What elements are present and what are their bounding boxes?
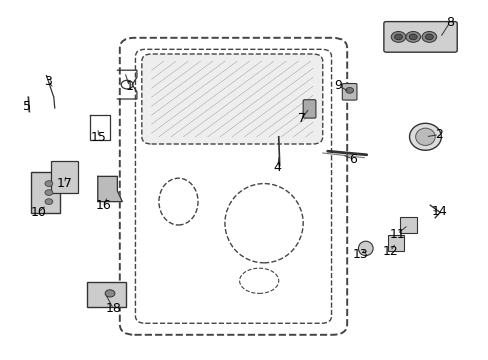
Ellipse shape [409,123,440,150]
Text: 3: 3 [44,75,52,87]
Text: 15: 15 [91,131,106,144]
Circle shape [105,290,115,297]
Text: 1: 1 [125,80,133,93]
Text: 14: 14 [430,205,446,218]
Text: 8: 8 [445,16,453,29]
Ellipse shape [415,128,434,145]
Circle shape [425,34,432,40]
Circle shape [345,87,353,93]
Text: 17: 17 [57,177,72,190]
Text: 16: 16 [96,199,111,212]
Circle shape [405,32,420,42]
Text: 4: 4 [273,161,281,174]
Text: 9: 9 [334,79,342,92]
Text: 6: 6 [348,153,356,166]
Circle shape [390,32,405,42]
Text: 13: 13 [352,248,368,261]
FancyBboxPatch shape [342,84,356,100]
FancyBboxPatch shape [86,282,126,307]
FancyBboxPatch shape [387,235,404,251]
Text: 5: 5 [23,100,31,113]
Circle shape [408,34,416,40]
Text: 12: 12 [382,245,397,258]
Ellipse shape [358,241,372,256]
Polygon shape [98,176,122,202]
Circle shape [45,199,53,204]
FancyBboxPatch shape [31,172,60,213]
Text: 18: 18 [105,302,121,315]
Circle shape [45,181,53,186]
Text: 7: 7 [298,112,305,125]
FancyBboxPatch shape [51,161,78,193]
Text: 2: 2 [434,128,442,141]
FancyBboxPatch shape [303,100,315,118]
FancyBboxPatch shape [142,54,322,144]
Circle shape [45,190,53,195]
FancyBboxPatch shape [383,22,456,52]
Text: 11: 11 [388,228,404,240]
Circle shape [421,32,436,42]
Circle shape [394,34,402,40]
FancyBboxPatch shape [399,217,416,233]
Text: 10: 10 [30,206,46,219]
